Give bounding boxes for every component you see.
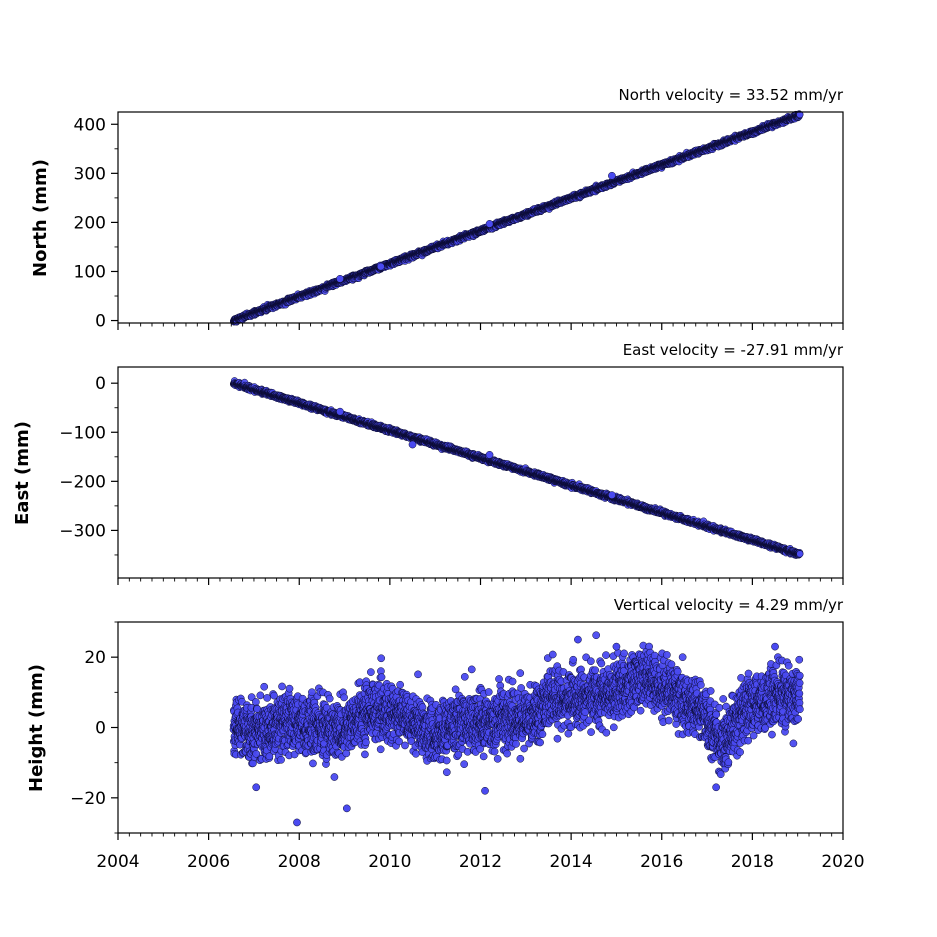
outlier-point xyxy=(336,274,344,283)
outlier-point xyxy=(485,220,494,228)
outlier-point xyxy=(608,171,616,180)
north-panel: North velocity = 33.52 mm/yr North (mm) … xyxy=(30,86,844,332)
north-axes: 0 100 200 300 400 xyxy=(74,115,844,332)
y-tick-label: 300 xyxy=(74,164,106,184)
east-velocity-title: East velocity = -27.91 mm/yr xyxy=(623,341,844,359)
east-panel: East velocity = -27.91 mm/yr East (mm) 0… xyxy=(12,341,844,585)
north-velocity-title: North velocity = 33.52 mm/yr xyxy=(619,86,844,104)
east-y-axis-label: East (mm) xyxy=(12,421,33,525)
y-tick-label: 0 xyxy=(95,312,106,332)
y-tick-label: 200 xyxy=(74,213,106,233)
east-points xyxy=(230,377,804,559)
north-points xyxy=(230,110,804,326)
outlier-point xyxy=(376,262,385,271)
north-y-axis-label: North (mm) xyxy=(30,159,51,277)
y-tick-label: 400 xyxy=(74,115,106,135)
y-tick-label: 100 xyxy=(74,262,106,282)
